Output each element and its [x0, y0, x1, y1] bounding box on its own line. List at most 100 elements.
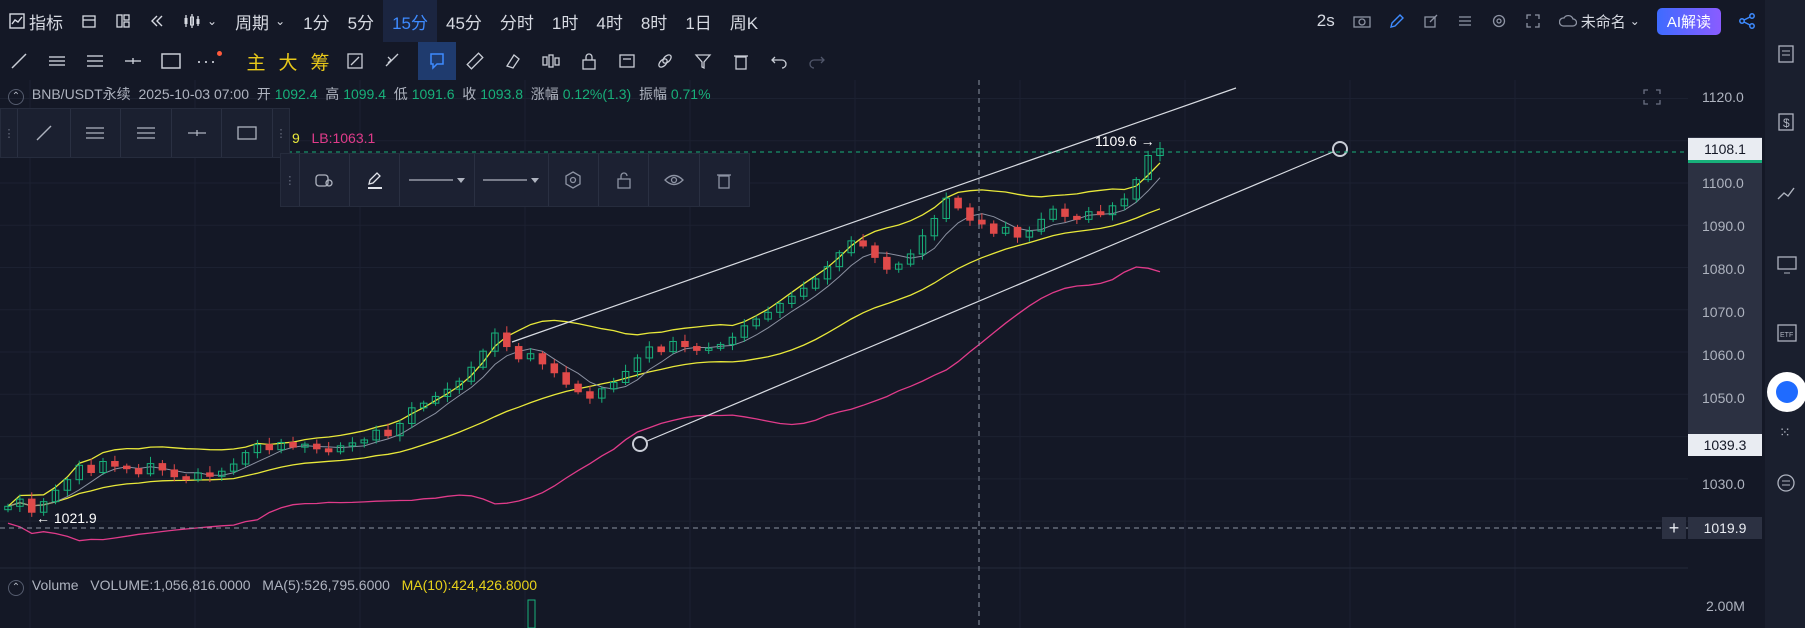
large-order-toggle[interactable]: 大: [278, 52, 298, 74]
high-label: 高: [325, 86, 340, 102]
fib-retrace-icon[interactable]: [121, 109, 172, 157]
select-tool-icon[interactable]: [418, 42, 456, 80]
export-icon[interactable]: [1414, 0, 1448, 42]
candle-body: [621, 370, 630, 383]
chip-toggle[interactable]: 筹: [310, 52, 330, 74]
candle-body: [989, 223, 998, 234]
channel-tool-icon[interactable]: [38, 42, 76, 80]
candle-body: [336, 445, 345, 453]
settings-icon[interactable]: [549, 154, 599, 206]
lock-icon[interactable]: [570, 42, 608, 80]
rewind-icon[interactable]: [140, 0, 174, 42]
add-line-icon[interactable]: +: [1662, 517, 1686, 539]
line-tool-icon[interactable]: [0, 42, 38, 80]
drag-handle[interactable]: ⋮: [275, 127, 287, 140]
pen-icon[interactable]: [1380, 0, 1414, 42]
redo-icon[interactable]: [798, 42, 836, 80]
svg-text:$: $: [1783, 116, 1790, 130]
trash-icon[interactable]: [722, 42, 760, 80]
interval-45m[interactable]: 45分: [445, 13, 482, 33]
boll-legend: 9 LB:1063.1: [292, 130, 375, 146]
line-color-icon[interactable]: [350, 154, 401, 206]
eraser-icon[interactable]: [494, 42, 532, 80]
filter-icon[interactable]: [684, 42, 722, 80]
period-dropdown[interactable]: 周期 ⌄: [226, 0, 294, 42]
candle-body: [348, 442, 357, 447]
candle-body: [930, 217, 939, 237]
expand-icon[interactable]: [1642, 88, 1662, 106]
template-icon[interactable]: [300, 154, 351, 206]
candle-body: [146, 463, 155, 475]
fib-tool-icon[interactable]: [76, 42, 114, 80]
lock-icon[interactable]: [599, 154, 650, 206]
axis-label: 1070.0: [1702, 304, 1745, 320]
interval-1h[interactable]: 1时: [551, 13, 579, 33]
etf-icon[interactable]: ETF: [1777, 324, 1797, 346]
ai-interpret-button[interactable]: AI解读: [1656, 7, 1721, 35]
more-tools-icon[interactable]: ···: [190, 42, 228, 80]
line-style-dropdown[interactable]: [475, 154, 549, 206]
candle-compare-icon[interactable]: [532, 42, 570, 80]
grid-icon[interactable]: ⁙: [1779, 424, 1791, 440]
interval-1m[interactable]: 1分: [303, 13, 330, 33]
candle-type-dropdown[interactable]: ⌄: [174, 0, 226, 42]
top-toolbar: 指标 ⌄ 周期 ⌄ 1分 5分 15分 45分 分时 1时 4时 8时 1日 周…: [0, 0, 1765, 42]
interval-1w[interactable]: 周K: [729, 13, 759, 33]
axis-label: 1120.0: [1702, 89, 1744, 105]
gear-icon[interactable]: [1482, 0, 1516, 42]
rectangle-icon[interactable]: [222, 109, 274, 157]
list-icon[interactable]: [1448, 0, 1482, 42]
collapse-icon[interactable]: ⌃: [8, 580, 24, 596]
trend-icon[interactable]: [1777, 184, 1795, 206]
interval-5m[interactable]: 5分: [347, 13, 375, 33]
calendar-icon[interactable]: [72, 0, 106, 42]
parallel-channel-icon[interactable]: [71, 109, 122, 157]
undo-icon[interactable]: [760, 42, 798, 80]
layout-icon[interactable]: [106, 0, 140, 42]
workspace-dropdown[interactable]: 未命名 ⌄: [1550, 0, 1649, 42]
chat-bubble-button[interactable]: [1767, 372, 1805, 412]
hline-tool-icon[interactable]: [114, 42, 152, 80]
note-icon[interactable]: [608, 42, 646, 80]
candle-body: [954, 197, 962, 209]
datetime-label: 2025-10-03 07:00: [138, 86, 250, 102]
interval-4h[interactable]: 4时: [596, 13, 623, 33]
candle-body: [847, 240, 855, 254]
candle-body: [1073, 215, 1081, 220]
trendline-icon[interactable]: [18, 109, 71, 157]
axis-label: 1080.0: [1702, 261, 1745, 277]
main-indicator-toggle[interactable]: 主: [246, 52, 266, 74]
share-icon[interactable]: [1729, 0, 1765, 42]
candle-body: [218, 470, 226, 477]
candle-body: [229, 463, 238, 472]
monitor-icon[interactable]: [1777, 256, 1797, 278]
link-icon[interactable]: [646, 42, 684, 80]
volume-value: VOLUME:1,056,816.0000: [90, 577, 251, 593]
horizontal-line-icon[interactable]: [172, 109, 223, 157]
fullscreen-icon[interactable]: [1516, 0, 1550, 42]
indicator-button[interactable]: 指标: [0, 0, 72, 42]
collapse-icon[interactable]: ⌃: [8, 89, 24, 105]
trash-icon[interactable]: [700, 154, 749, 206]
rect-tool-icon[interactable]: [152, 42, 190, 80]
camera-icon[interactable]: [1344, 0, 1380, 42]
line-width-dropdown[interactable]: [400, 154, 475, 206]
swap-icon[interactable]: [1777, 474, 1795, 496]
measure-icon[interactable]: [456, 42, 494, 80]
interval-1d[interactable]: 1日: [685, 13, 712, 33]
drag-handle[interactable]: ⋮: [281, 154, 300, 206]
interval-15m[interactable]: 15分: [383, 0, 437, 42]
ruler-icon[interactable]: [336, 42, 374, 80]
candle-body: [1013, 226, 1022, 238]
drag-handle[interactable]: ⋮: [1, 109, 18, 157]
visibility-icon[interactable]: [649, 154, 700, 206]
amp-label: 振幅: [638, 86, 667, 102]
dollar-icon[interactable]: $: [1777, 112, 1795, 136]
interval-timeshare[interactable]: 分时: [499, 13, 534, 33]
interval-8h[interactable]: 8时: [640, 13, 668, 33]
candle-body: [455, 380, 464, 390]
orders-icon[interactable]: [1777, 44, 1795, 68]
refresh-rate[interactable]: 2s: [1316, 11, 1335, 30]
price-chart[interactable]: [0, 80, 1688, 628]
magnet-icon[interactable]: [374, 42, 412, 80]
